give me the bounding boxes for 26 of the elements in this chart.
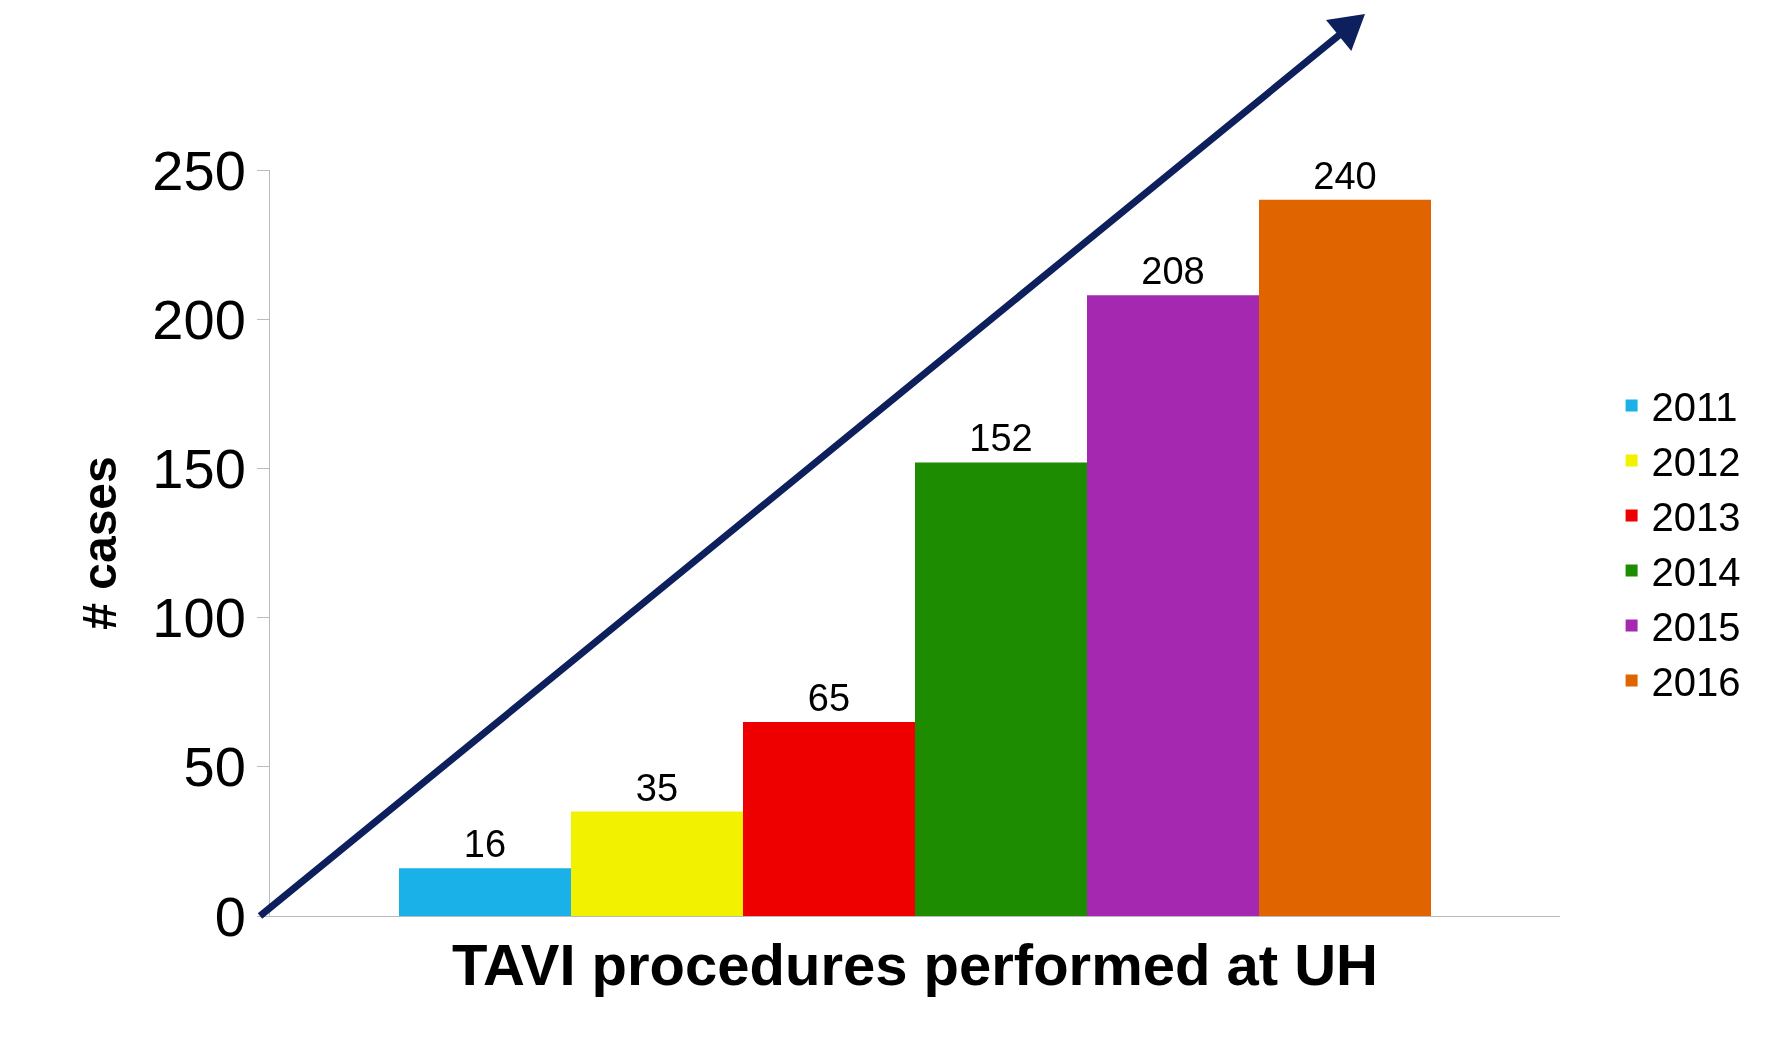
- data-label: 240: [1313, 154, 1377, 197]
- legend-label: 2014: [1651, 550, 1741, 595]
- bar: [571, 811, 743, 916]
- legend-label: 2016: [1651, 660, 1741, 705]
- y-tick-label: 0: [214, 884, 246, 948]
- data-label: 35: [635, 766, 679, 809]
- legend-label: 2011: [1651, 385, 1738, 430]
- bar: [1087, 295, 1259, 916]
- y-axis-title: # cases: [73, 456, 127, 630]
- data-label: 16: [463, 823, 507, 866]
- bar: [915, 462, 1087, 916]
- y-tick-label: 150: [152, 437, 246, 500]
- legend-label: 2013: [1651, 495, 1741, 540]
- y-tick-label: 100: [152, 586, 246, 650]
- data-label: 208: [1141, 250, 1205, 293]
- data-label: 65: [807, 677, 851, 720]
- data-label: 152: [969, 417, 1033, 460]
- y-tick-label: 50: [183, 735, 246, 799]
- bar: [399, 868, 571, 916]
- x-axis-title: TAVI procedures performed at UH: [451, 931, 1379, 997]
- legend-label: 2012: [1651, 440, 1741, 485]
- bar: [1259, 199, 1431, 916]
- y-tick-label: 250: [152, 138, 246, 202]
- bar: [743, 722, 915, 916]
- legend-label: 2015: [1651, 605, 1741, 650]
- y-tick-label: 200: [152, 287, 246, 351]
